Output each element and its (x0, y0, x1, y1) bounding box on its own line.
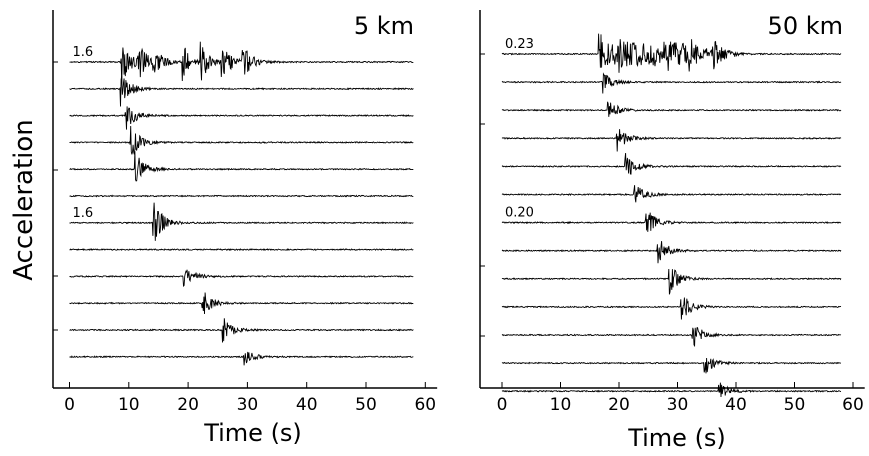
trace-line (69, 76, 414, 107)
trace-line (501, 129, 842, 152)
figure-ylabel: Acceleration (9, 119, 39, 281)
scale-label: 0.23 (505, 37, 534, 52)
trace-line (69, 151, 414, 182)
x-tick-label: 40 (725, 395, 747, 415)
trace-line (501, 297, 842, 320)
panel-5km: 5 km Time (s) 0 10 20 30 40 50 60 1.6 1.6 (52, 10, 438, 447)
panel-title: 50 km (768, 12, 843, 40)
x-tick-label: 30 (667, 395, 689, 415)
trace-line (501, 33, 842, 73)
trace-line (69, 202, 414, 241)
trace-line (501, 268, 842, 295)
scale-label: 1.6 (73, 45, 94, 60)
panel-title: 5 km (354, 12, 414, 40)
x-tick-label: 60 (414, 395, 436, 415)
trace-line (501, 72, 842, 94)
x-tick-label: 60 (842, 395, 864, 415)
trace-line (501, 185, 842, 203)
trace-line (69, 318, 414, 343)
panel-50km: 50 km Time (s) 0 10 20 30 40 50 60 0.23 0.20 (479, 10, 865, 452)
x-axis-label: Time (s) (203, 419, 302, 447)
trace-line (69, 269, 414, 288)
trace-line (501, 241, 842, 264)
trace-line (501, 101, 842, 117)
scale-label: 1.6 (73, 206, 94, 221)
trace-line (501, 357, 842, 374)
scale-label: 0.20 (505, 206, 534, 221)
x-tick-label: 0 (497, 395, 508, 415)
trace-line (501, 382, 842, 398)
x-axis-label: Time (s) (627, 424, 726, 452)
x-tick-label: 10 (550, 395, 572, 415)
trace-line (69, 125, 414, 155)
trace-line (69, 351, 414, 366)
trace-line (501, 152, 842, 175)
x-tick-label: 50 (355, 395, 377, 415)
x-tick-label: 40 (296, 395, 318, 415)
trace-line (69, 248, 414, 252)
trace-line (501, 327, 842, 348)
trace-line (69, 106, 414, 130)
x-tick-label: 20 (177, 395, 199, 415)
trace-line (501, 212, 842, 232)
x-tick-label: 30 (237, 395, 259, 415)
x-tick-label: 50 (784, 395, 806, 415)
x-tick-label: 10 (118, 395, 140, 415)
x-tick-label: 20 (608, 395, 630, 415)
trace-line (69, 292, 414, 315)
x-tick-label: 0 (64, 395, 75, 415)
trace-line (69, 194, 414, 198)
trace-line (69, 41, 414, 84)
